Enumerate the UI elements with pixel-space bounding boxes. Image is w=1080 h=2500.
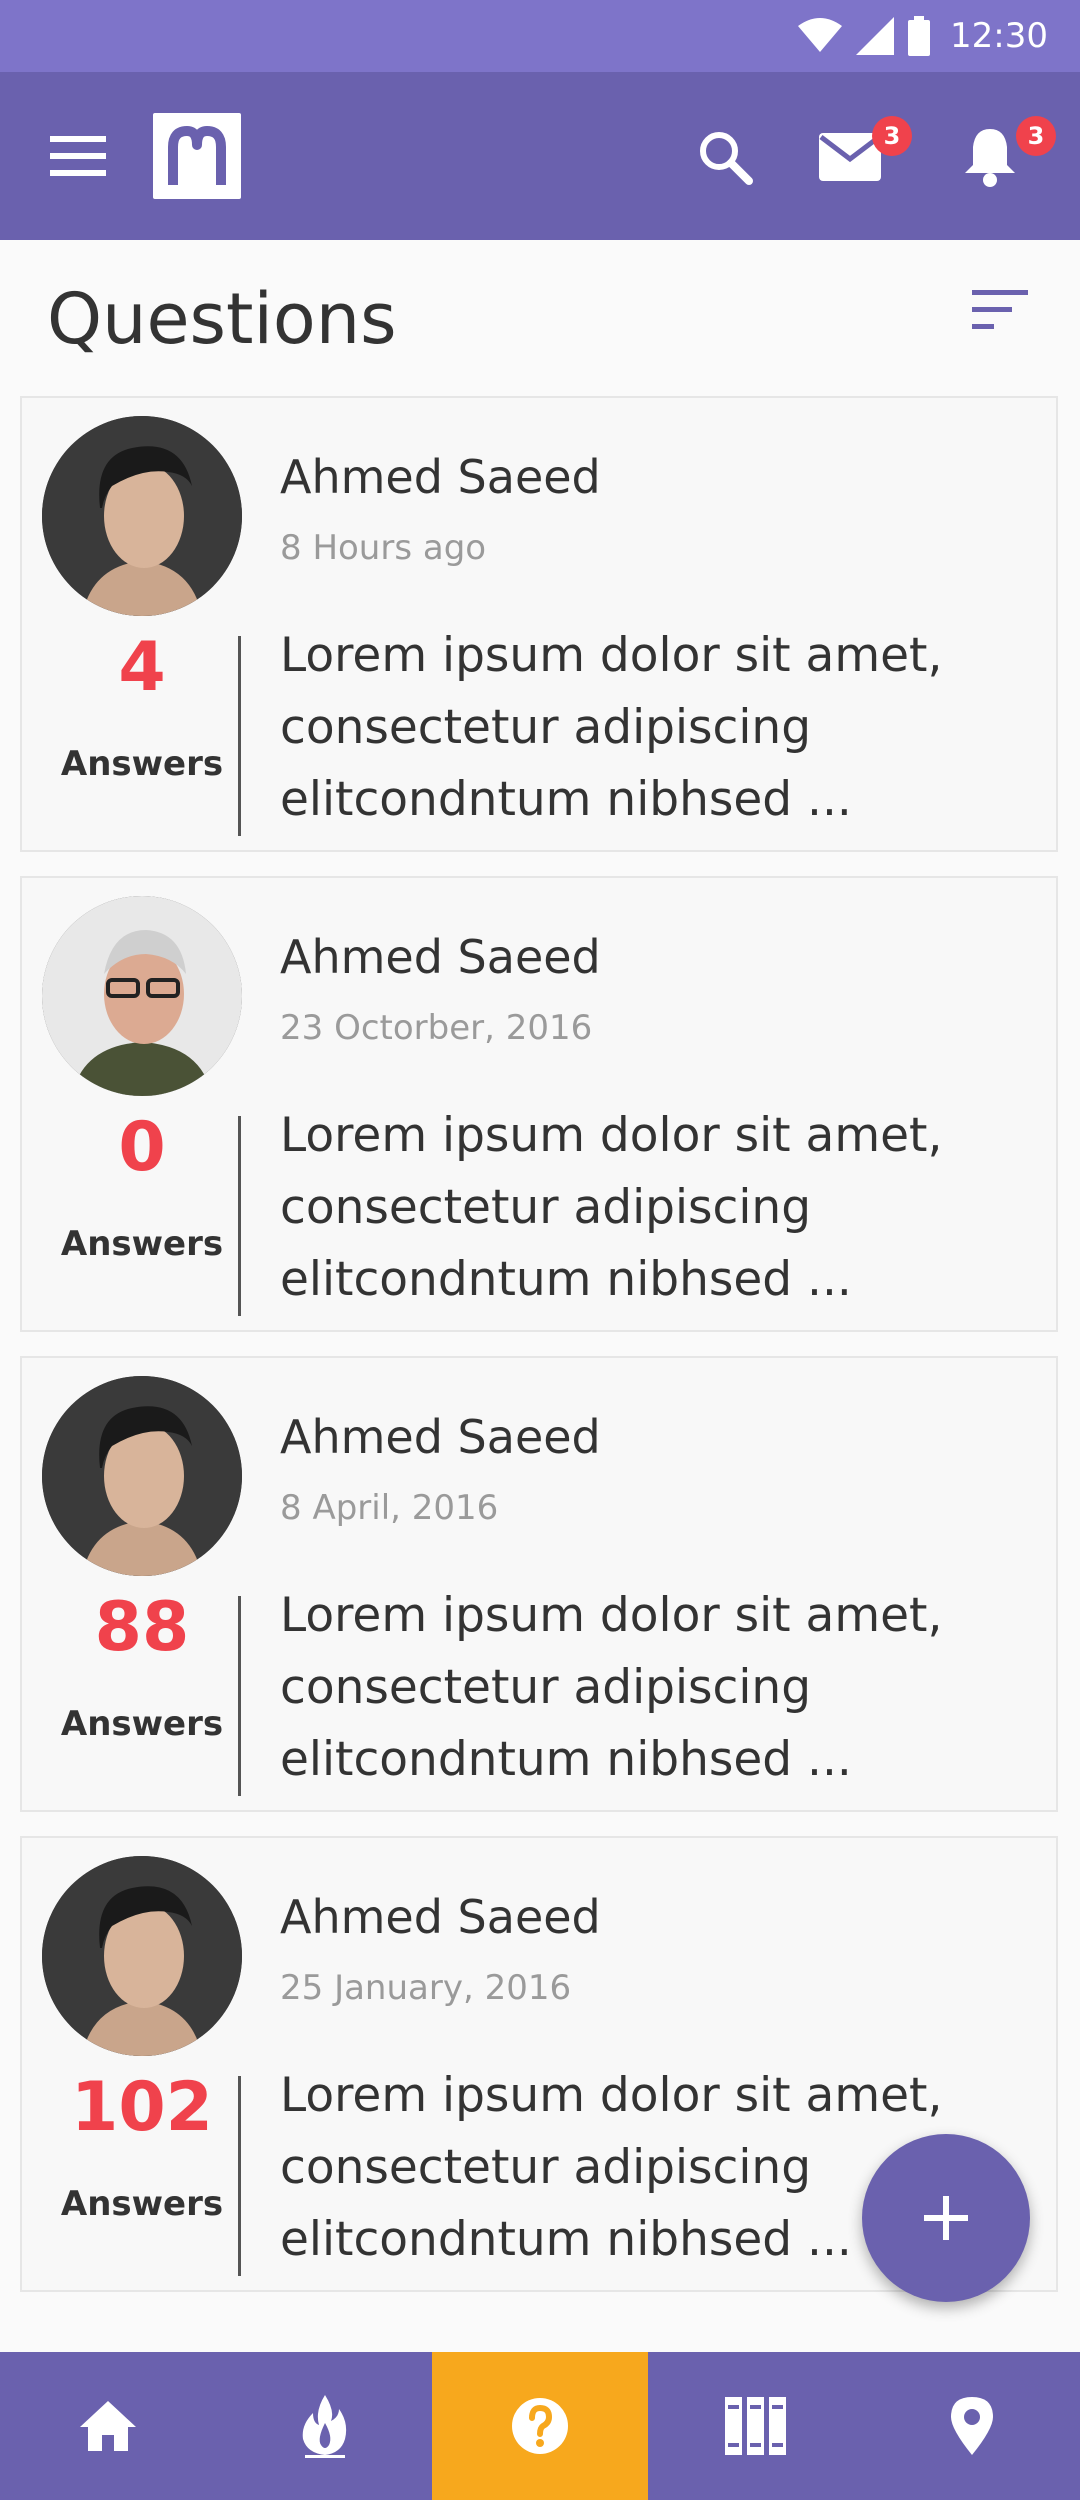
add-question-button[interactable] xyxy=(862,2134,1030,2302)
notification-badge: 3 xyxy=(1016,116,1056,156)
question-excerpt[interactable]: Lorem ipsum dolor sit amet, consectetur … xyxy=(280,628,943,827)
question-date: 8 Hours ago xyxy=(280,528,487,568)
question-author[interactable]: Ahmed Saeed xyxy=(280,930,601,984)
battery-icon xyxy=(908,16,931,56)
home-icon xyxy=(80,2401,136,2451)
nav-trending[interactable] xyxy=(216,2352,432,2500)
app-bar: 3 3 xyxy=(0,72,1080,240)
wifi-icon xyxy=(798,18,843,52)
answers-label: Answers xyxy=(60,1704,224,1744)
mail-icon xyxy=(819,133,881,181)
question-date: 23 Octorber, 2016 xyxy=(280,1008,593,1048)
user-photo xyxy=(42,1376,242,1576)
nav-location[interactable] xyxy=(864,2352,1080,2500)
user-photo xyxy=(42,1856,242,2056)
status-icons: 12:30 xyxy=(798,10,1048,62)
question-excerpt[interactable]: Lorem ipsum dolor sit amet, consectetur … xyxy=(280,1108,943,1307)
fire-icon xyxy=(302,2395,347,2458)
question-card[interactable]: Ahmed Saeed 25 January, 2016 102 Answers… xyxy=(20,1836,1058,2292)
sort-icon xyxy=(972,290,1028,329)
question-card[interactable]: Ahmed Saeed 8 Hours ago 4 Answers Lorem … xyxy=(20,396,1058,852)
nav-home[interactable] xyxy=(0,2352,216,2500)
mail-button[interactable]: 3 xyxy=(800,112,912,202)
bell-icon xyxy=(965,129,1015,187)
divider xyxy=(238,1116,241,1316)
divider xyxy=(238,1596,241,1796)
question-date: 8 April, 2016 xyxy=(280,1488,499,1528)
nav-questions[interactable] xyxy=(432,2352,648,2500)
avatar[interactable] xyxy=(42,896,242,1096)
logo-icon xyxy=(168,126,226,185)
question-card[interactable]: Ahmed Saeed 8 April, 2016 88 Answers Lor… xyxy=(20,1356,1058,1812)
notifications-button[interactable]: 3 xyxy=(940,112,1056,202)
divider xyxy=(238,636,241,836)
answers-label: Answers xyxy=(60,2184,224,2224)
question-author[interactable]: Ahmed Saeed xyxy=(280,450,601,504)
avatar[interactable] xyxy=(42,1856,242,2056)
avatar[interactable] xyxy=(42,1376,242,1576)
location-pin-icon xyxy=(951,2397,993,2455)
status-bar: 12:30 xyxy=(0,0,1080,72)
answer-count: 0 xyxy=(118,1108,166,1187)
user-photo xyxy=(42,416,242,616)
user-photo xyxy=(42,896,242,1096)
answers-label: Answers xyxy=(60,1224,224,1264)
divider xyxy=(238,2076,241,2276)
page-title: Questions xyxy=(47,278,397,360)
avatar[interactable] xyxy=(42,416,242,616)
question-card[interactable]: Ahmed Saeed 23 Octorber, 2016 0 Answers … xyxy=(20,876,1058,1332)
answer-count: 102 xyxy=(71,2068,213,2147)
status-time: 12:30 xyxy=(950,16,1048,56)
cell-signal-icon xyxy=(856,17,895,55)
question-date: 25 January, 2016 xyxy=(280,1968,572,2008)
library-icon xyxy=(725,2397,786,2455)
question-excerpt[interactable]: Lorem ipsum dolor sit amet, consectetur … xyxy=(280,1588,943,1787)
plus-icon xyxy=(924,2196,968,2240)
bottom-nav xyxy=(0,2352,1080,2500)
mail-badge: 3 xyxy=(872,116,912,156)
search-icon xyxy=(700,132,753,185)
question-icon xyxy=(512,2398,568,2454)
nav-library[interactable] xyxy=(648,2352,864,2500)
sort-button[interactable] xyxy=(960,280,1040,340)
question-author[interactable]: Ahmed Saeed xyxy=(280,1410,601,1464)
app-logo[interactable] xyxy=(153,113,241,199)
search-button[interactable] xyxy=(680,112,770,202)
menu-button[interactable] xyxy=(28,116,128,196)
answer-count: 4 xyxy=(118,628,166,707)
answers-label: Answers xyxy=(60,744,224,784)
question-excerpt[interactable]: Lorem ipsum dolor sit amet, consectetur … xyxy=(280,2068,943,2267)
answer-count: 88 xyxy=(94,1588,190,1667)
menu-icon xyxy=(50,136,106,176)
question-author[interactable]: Ahmed Saeed xyxy=(280,1890,601,1944)
